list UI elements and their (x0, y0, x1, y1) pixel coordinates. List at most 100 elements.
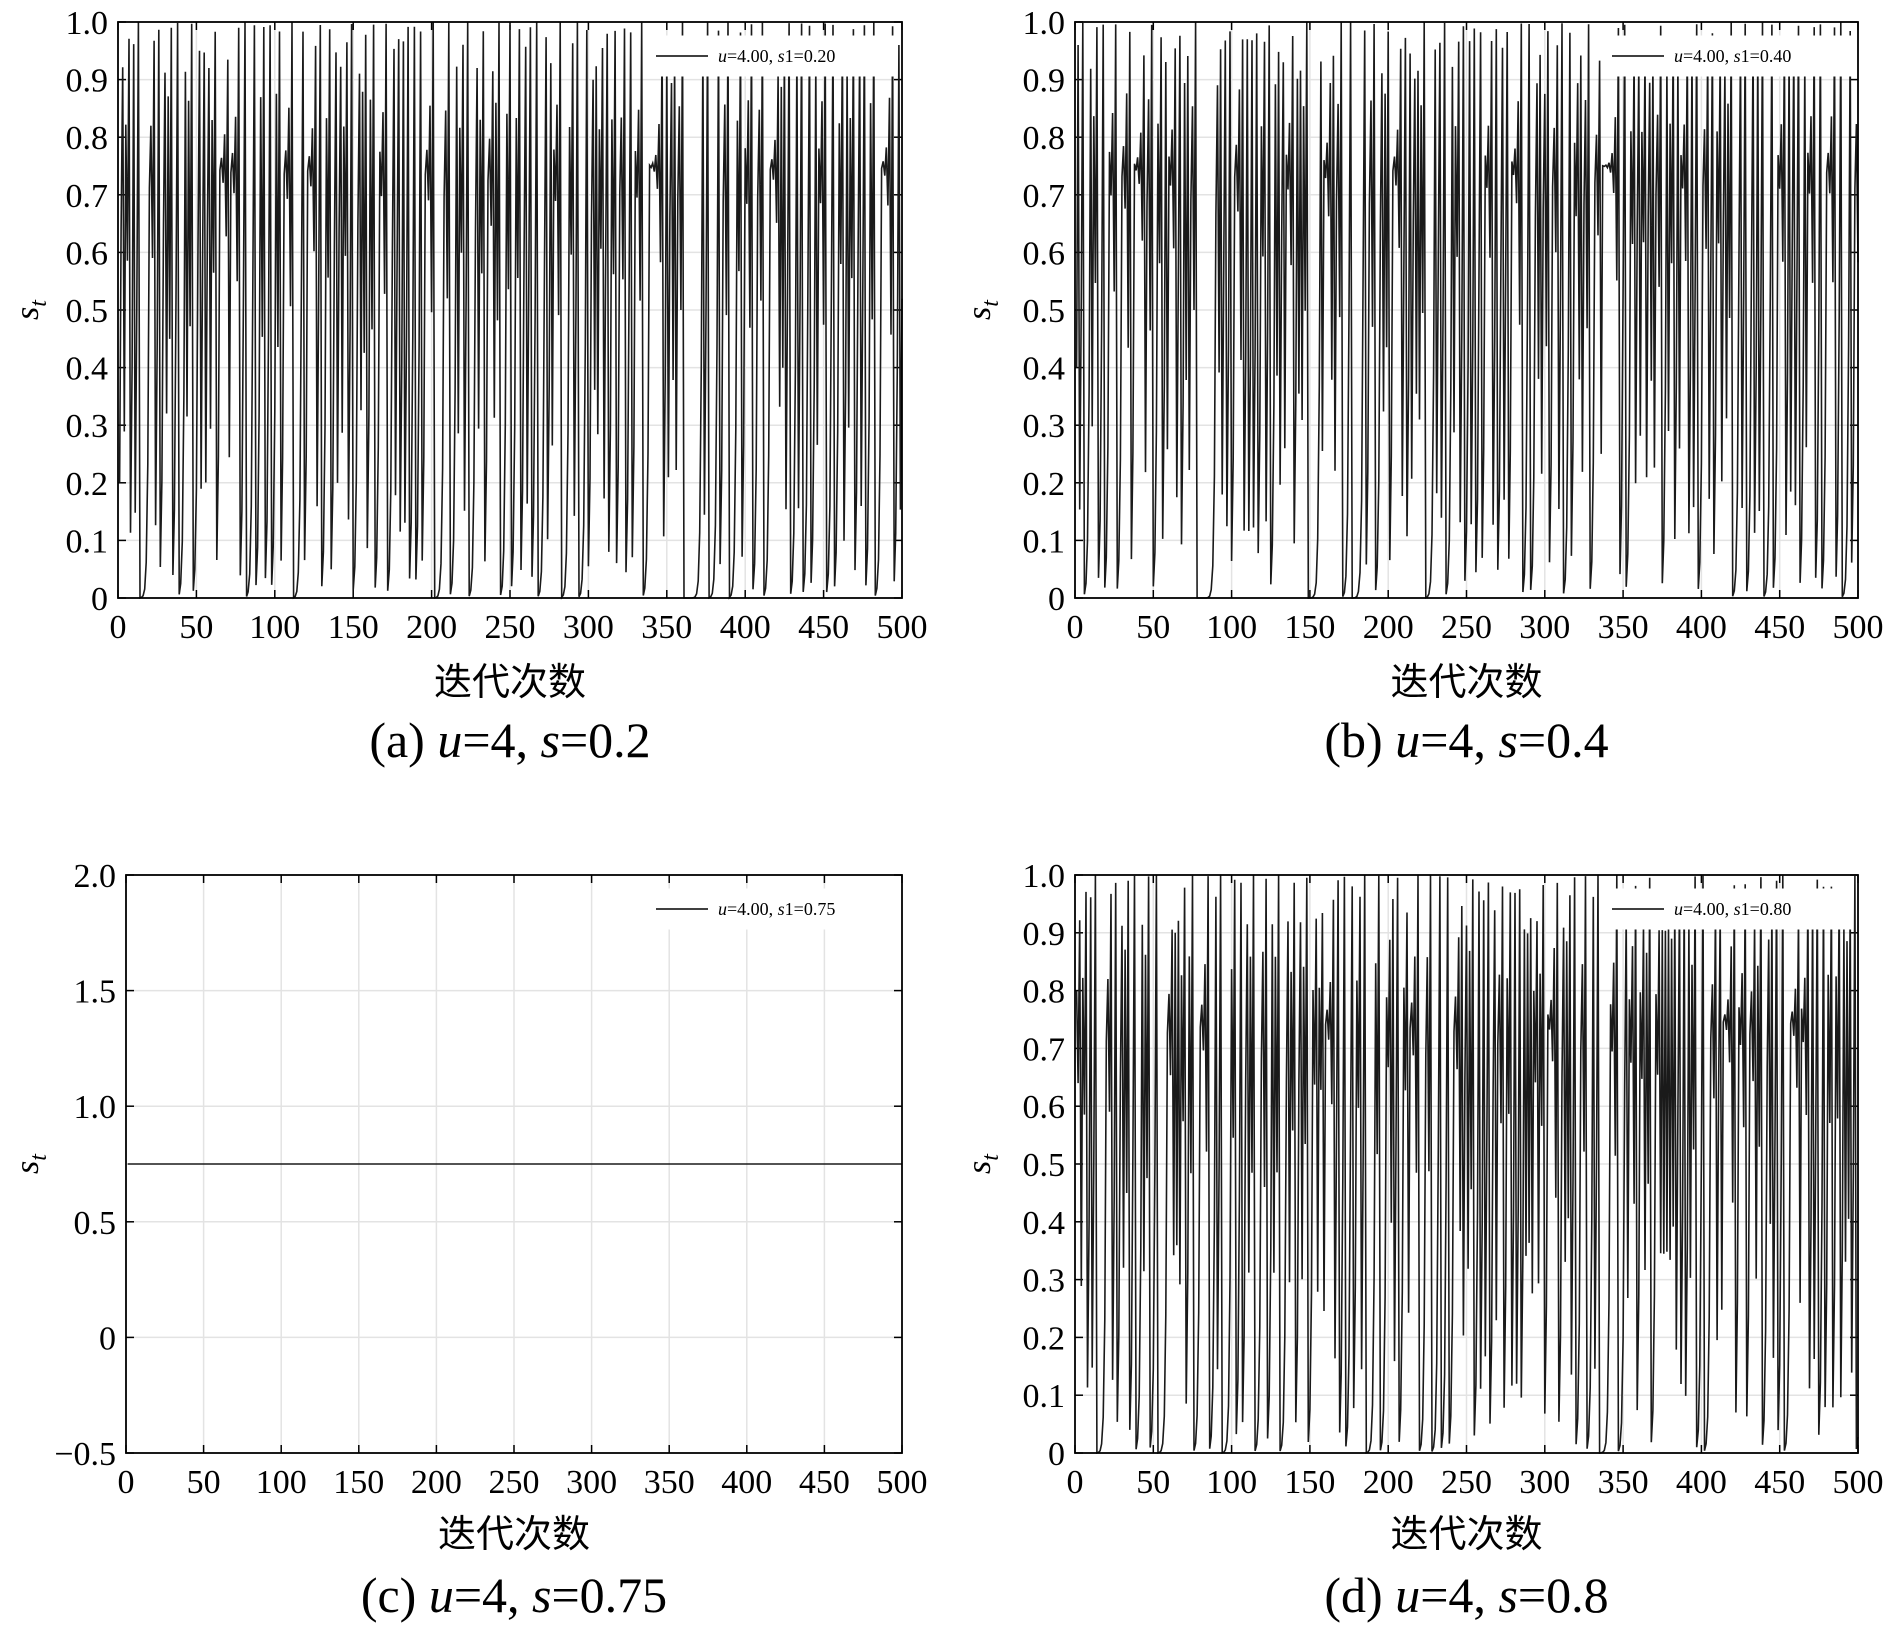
y-tick-label: 0 (1048, 581, 1065, 618)
y-tick-label: 0.3 (1023, 1263, 1066, 1300)
x-tick-label: 250 (489, 1464, 540, 1501)
x-tick-label: 450 (799, 1464, 850, 1501)
plot-frame (1074, 21, 1859, 599)
caption-part: =4, (454, 1567, 532, 1623)
y-axis-label-sub: t (978, 1153, 1004, 1161)
x-axis-label: 迭代次数 (438, 1512, 590, 1556)
y-tick-label: 1.0 (66, 5, 109, 42)
legend: u=4.00, s1=0.80 (1601, 888, 1853, 930)
y-axis-label-sub: t (26, 1153, 52, 1161)
legend-label-part: u (718, 899, 727, 919)
y-tick-label: 0.5 (1023, 1147, 1066, 1184)
x-tick-label: 450 (1754, 609, 1805, 646)
x-axis-label: 迭代次数 (1390, 1512, 1542, 1556)
caption-part: s (1498, 712, 1517, 768)
x-axis-label: 迭代次数 (1390, 660, 1542, 704)
caption-part: =4, (462, 712, 540, 768)
caption-part: u (429, 1567, 454, 1623)
caption-part: (c) (361, 1567, 429, 1623)
x-tick-label: 150 (333, 1464, 384, 1501)
x-tick-label: 300 (1519, 609, 1570, 646)
panel-caption: (a) u=4, s=0.2 (369, 712, 650, 768)
y-tick-label: 1.0 (1023, 5, 1066, 42)
x-tick-label: 100 (1206, 609, 1257, 646)
panel-caption: (c) u=4, s=0.75 (361, 1567, 667, 1623)
y-tick-label: 0.3 (1023, 408, 1066, 445)
x-tick-label: 300 (563, 609, 614, 646)
y-tick-label: 1.0 (1023, 858, 1066, 895)
y-tick-label: 0 (1048, 1436, 1065, 1473)
y-tick-label: 0 (99, 1320, 116, 1357)
x-tick-label: 100 (249, 609, 300, 646)
y-tick-label: 0.1 (66, 523, 109, 560)
legend-label-part: =4.00, (727, 46, 778, 66)
y-tick-label: 0.4 (66, 351, 109, 388)
legend: u=4.00, s1=0.20 (645, 35, 897, 77)
x-tick-label: 350 (641, 609, 692, 646)
x-tick-label: 400 (721, 1464, 772, 1501)
y-tick-label: 0.9 (66, 63, 109, 100)
x-tick-label: 0 (118, 1464, 135, 1501)
y-axis-label: st (961, 299, 1004, 320)
x-tick-label: 150 (1284, 609, 1335, 646)
x-tick-label: 0 (1067, 1464, 1084, 1501)
x-tick-label: 50 (187, 1464, 221, 1501)
y-tick-label: 0 (91, 581, 108, 618)
legend: u=4.00, s1=0.75 (645, 888, 897, 930)
x-tick-label: 0 (110, 609, 127, 646)
legend-label: u=4.00, s1=0.80 (1674, 899, 1791, 919)
x-tick-label: 150 (328, 609, 379, 646)
chart-panel-d: 0 0.1 0.2 0.3 0.4 0.5 0.6 0.7 0.8 0.9 1.0 0 50 100 150… (961, 858, 1884, 1623)
caption-part: (b) (1324, 712, 1395, 768)
panel-caption: (d) u=4, s=0.8 (1324, 1567, 1608, 1623)
x-tick-label: 300 (1519, 1464, 1570, 1501)
caption-part: s (541, 712, 560, 768)
legend-label: u=4.00, s1=0.20 (718, 46, 835, 66)
y-tick-label: 0.7 (1023, 1031, 1066, 1068)
x-tick-label: 450 (1754, 1464, 1805, 1501)
y-tick-label: 0.8 (66, 120, 109, 157)
caption-part: (d) (1324, 1567, 1395, 1623)
caption-part: =0.2 (560, 712, 651, 768)
plot-frame (125, 874, 903, 1454)
x-tick-label: 50 (179, 609, 213, 646)
caption-part: u (437, 712, 462, 768)
y-tick-label: 0.9 (1023, 916, 1066, 953)
caption-part: (a) (369, 712, 437, 768)
x-tick-label: 400 (1676, 609, 1727, 646)
y-tick-label: 0.6 (1023, 1089, 1066, 1126)
y-tick-label: 0.7 (1023, 178, 1066, 215)
caption-part: =4, (1420, 1567, 1498, 1623)
y-tick-label: −0.5 (54, 1436, 116, 1473)
x-tick-label: 150 (1284, 1464, 1335, 1501)
y-tick-label: 0.2 (1023, 1320, 1066, 1357)
y-tick-label: 0.7 (66, 178, 109, 215)
y-tick-label: 0.8 (1023, 120, 1066, 157)
series-line (1075, 874, 1859, 1454)
x-tick-label: 200 (411, 1464, 462, 1501)
legend-label-part: =4.00, (1683, 46, 1734, 66)
legend-label-part: u (1674, 46, 1683, 66)
caption-part: u (1395, 712, 1420, 768)
y-tick-label: 0.9 (1023, 63, 1066, 100)
x-tick-label: 300 (566, 1464, 617, 1501)
x-tick-label: 250 (1441, 609, 1492, 646)
y-tick-label: 0.6 (1023, 235, 1066, 272)
legend-label-part: 1=0.20 (785, 46, 836, 66)
y-tick-label: 1.0 (74, 1089, 117, 1126)
legend-label: u=4.00, s1=0.40 (1674, 46, 1791, 66)
caption-part: s (1498, 1567, 1517, 1623)
x-tick-label: 200 (1363, 1464, 1414, 1501)
legend-label-part: u (718, 46, 727, 66)
x-tick-label: 350 (1598, 1464, 1649, 1501)
plot-frame (117, 21, 903, 599)
legend-label-part: u (1674, 899, 1683, 919)
y-axis-label: st (9, 299, 52, 320)
x-tick-label: 500 (1833, 1464, 1884, 1501)
x-tick-label: 350 (1598, 609, 1649, 646)
y-tick-label: 0.4 (1023, 351, 1066, 388)
y-tick-label: 0.2 (1023, 466, 1066, 503)
caption-part: =0.75 (551, 1567, 667, 1623)
chart-panel-b: 0 0.1 0.2 0.3 0.4 0.5 0.6 0.7 0.8 0.9 1.0 0 50 100 150… (961, 5, 1884, 768)
